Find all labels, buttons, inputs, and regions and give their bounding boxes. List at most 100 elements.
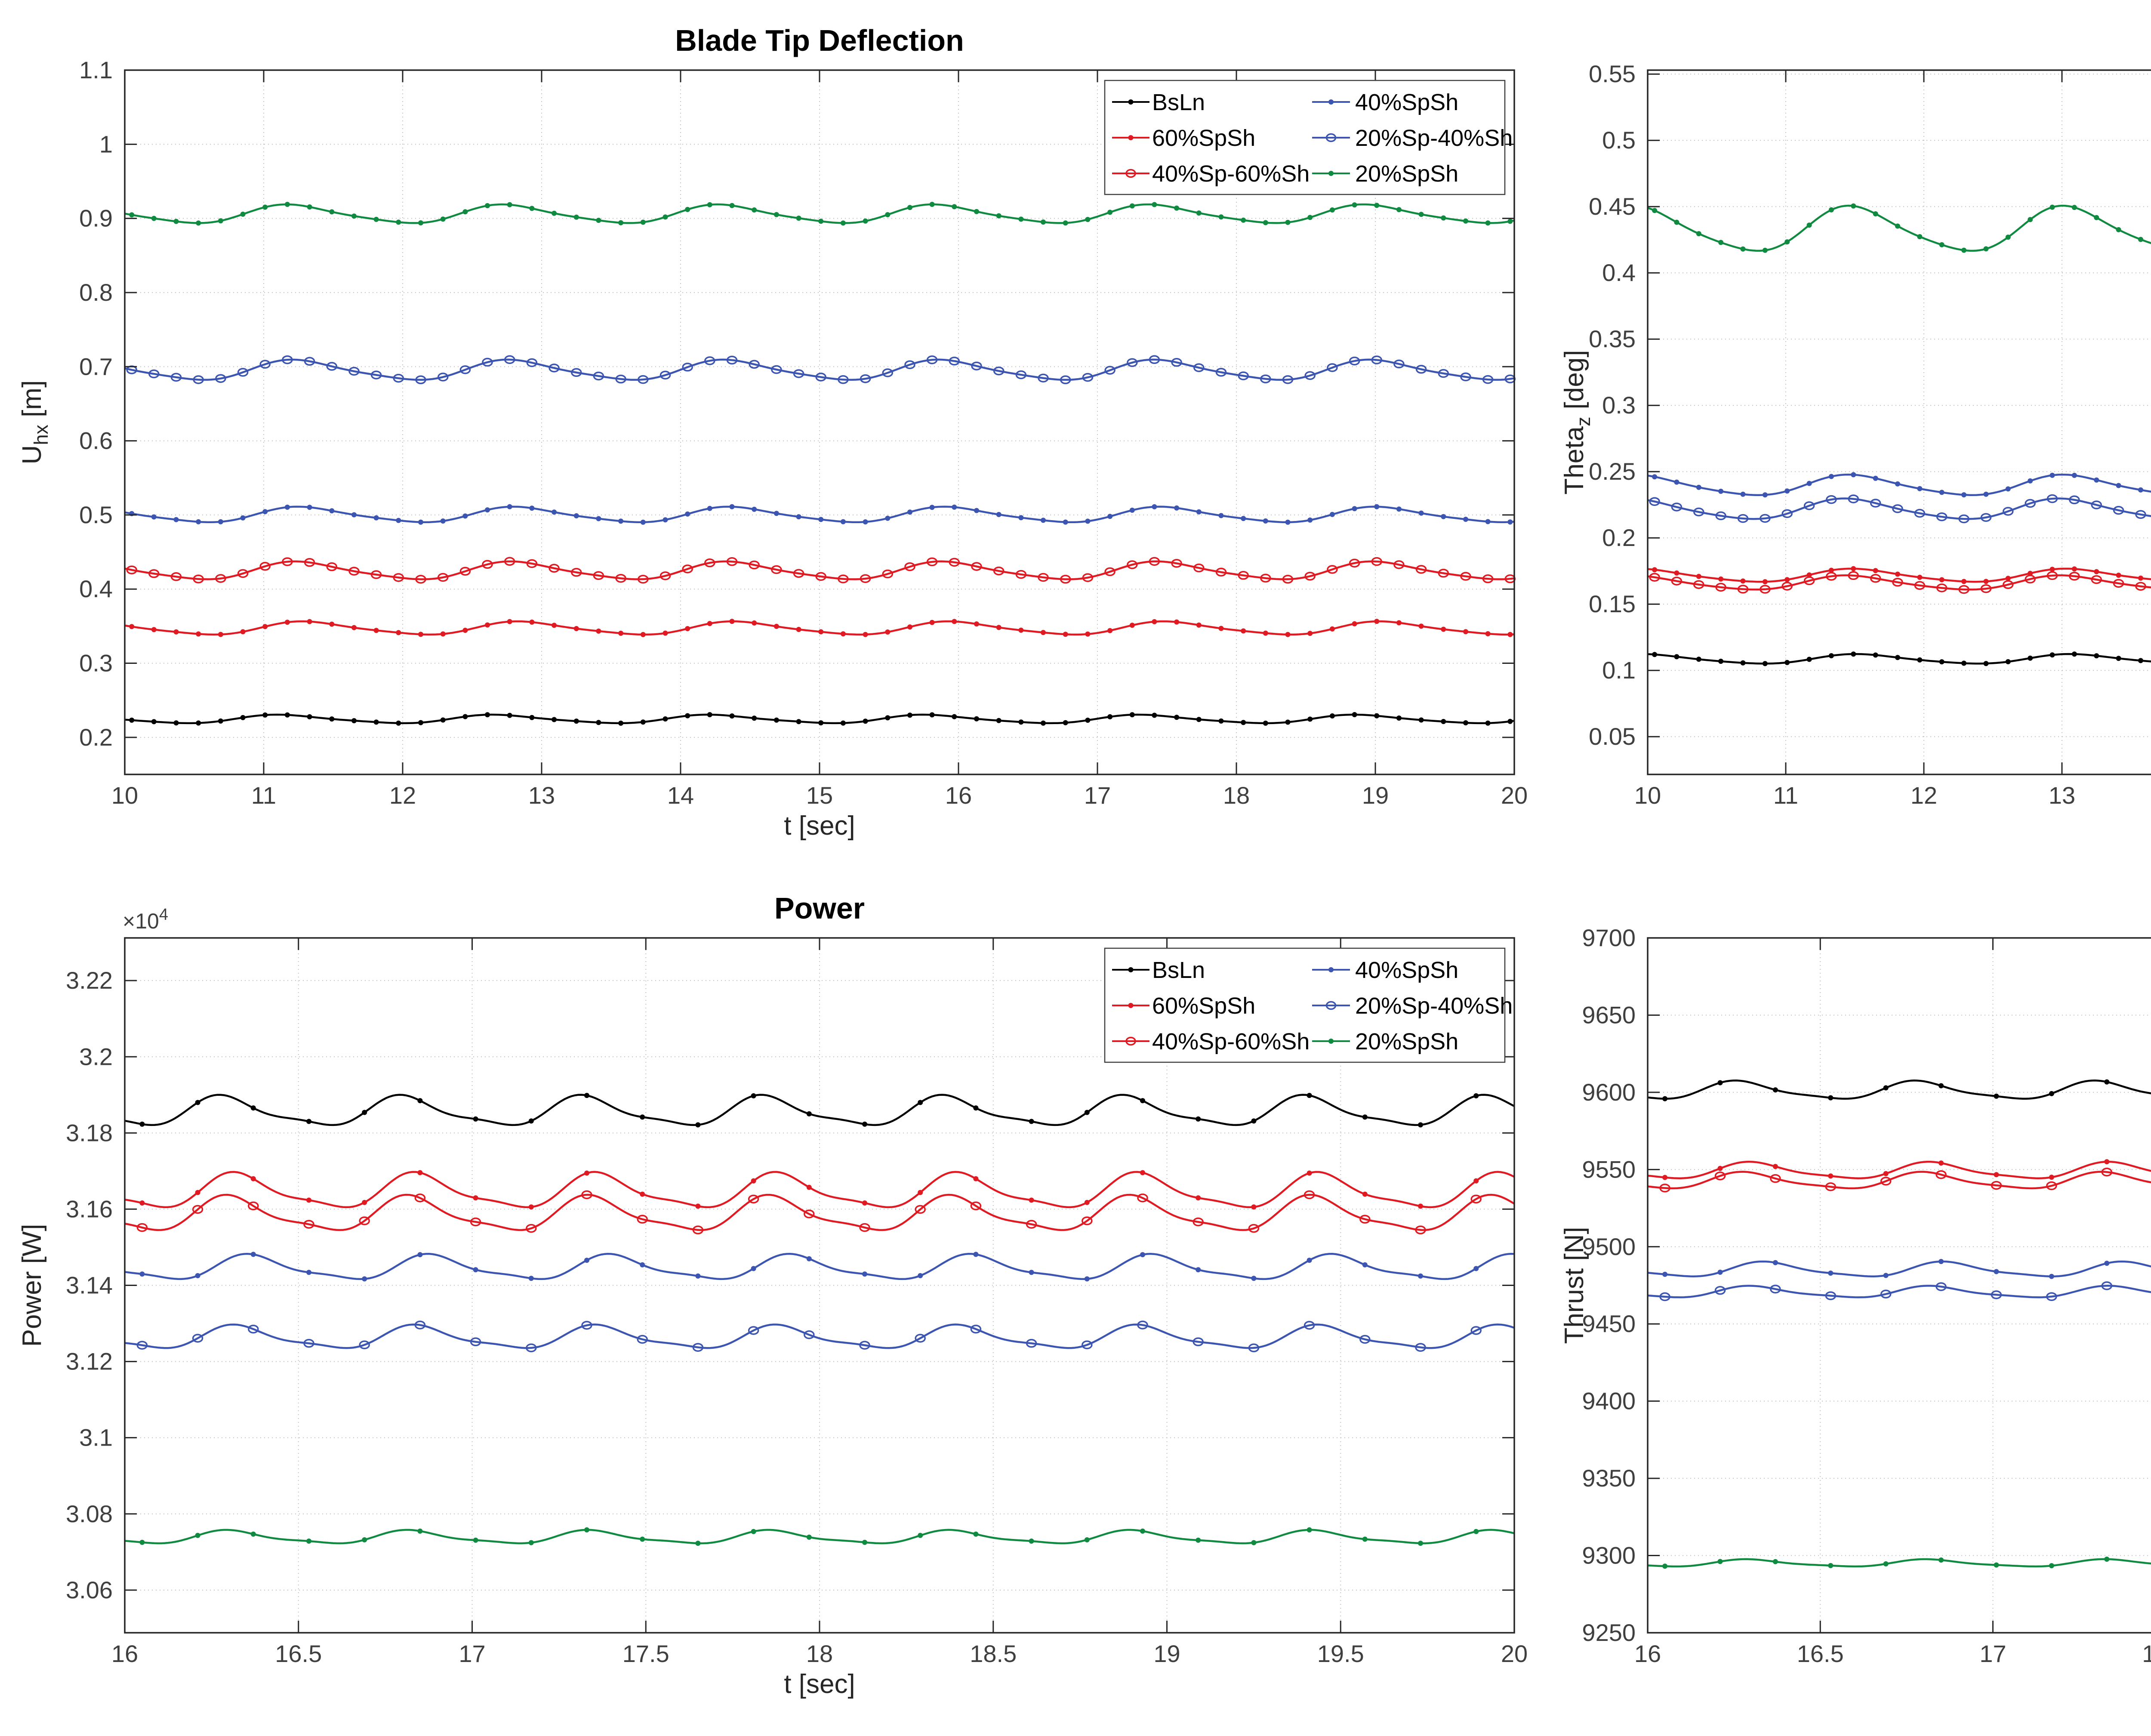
- dot-marker: [240, 211, 246, 217]
- y-tick-label: 9400: [1582, 1388, 1636, 1415]
- circle-marker: [1825, 1291, 1837, 1300]
- dot-marker: [1883, 1273, 1889, 1278]
- y-axis-label-blade-tip-deflection: Uhx [m]: [17, 380, 52, 465]
- dot-marker: [2005, 486, 2011, 492]
- dot-marker: [1174, 619, 1180, 625]
- dot-marker: [929, 620, 935, 625]
- legend-label: 40%Sp-60%Sh: [1152, 1029, 1310, 1055]
- circle-marker: [393, 573, 404, 582]
- dot-marker: [240, 515, 246, 521]
- dot-marker: [1441, 215, 1446, 221]
- circle-marker: [136, 1223, 148, 1232]
- dot-marker: [1418, 1122, 1423, 1128]
- series-40-sp-60-sh: [1647, 571, 2151, 594]
- x-tick-label: 14: [667, 782, 694, 809]
- circle-marker: [148, 369, 160, 379]
- dot-marker: [139, 1271, 145, 1277]
- dot-marker: [440, 216, 446, 222]
- dot-marker: [618, 518, 624, 524]
- dot-marker: [1662, 1271, 1668, 1277]
- x-tick-label: 16: [945, 782, 972, 809]
- circle-marker: [1171, 358, 1182, 367]
- circle-marker: [637, 1215, 648, 1224]
- legend-label: BsLn: [1152, 957, 1205, 983]
- circle-marker: [1914, 509, 1926, 518]
- series-bsln: [124, 1093, 1515, 1128]
- dot-marker: [218, 519, 223, 524]
- circle-marker: [1082, 1216, 1093, 1225]
- y-tick-label: 9650: [1582, 1001, 1636, 1028]
- dot-marker: [2071, 205, 2077, 210]
- dot-marker: [1241, 720, 1246, 725]
- dot-marker: [863, 519, 868, 524]
- series-40-sp-60-sh-markers: [1649, 571, 2146, 594]
- dot-marker: [1851, 472, 1856, 478]
- tick-marks-power: [124, 938, 1515, 1633]
- dot-marker: [196, 631, 201, 637]
- circle-marker: [482, 358, 493, 367]
- dot-marker: [1983, 661, 1989, 666]
- series-60-spsh-line: [1647, 1160, 2151, 1179]
- circle-marker: [215, 374, 226, 383]
- dot-marker: [528, 1540, 534, 1545]
- circle-marker: [1104, 567, 1116, 577]
- dot-marker: [2049, 652, 2055, 658]
- series-bsln-markers: [129, 712, 1513, 726]
- circle-marker: [637, 1335, 648, 1344]
- circle-marker: [2046, 1181, 2057, 1190]
- dot-marker: [1983, 491, 1989, 497]
- dot-marker: [1352, 621, 1357, 626]
- dot-marker: [2071, 472, 2077, 478]
- dot-marker: [695, 1203, 701, 1209]
- series-20-sp-40-sh: [124, 355, 1516, 385]
- dot-marker: [707, 202, 712, 207]
- dot-marker: [1041, 518, 1046, 523]
- circle-marker: [949, 558, 960, 567]
- dot-marker: [640, 1262, 645, 1267]
- dot-marker: [573, 513, 579, 518]
- circle-marker: [749, 360, 760, 369]
- dot-marker: [151, 719, 157, 725]
- dot-marker: [640, 1191, 645, 1197]
- circle-marker: [726, 557, 738, 566]
- dot-marker: [1140, 1170, 1145, 1175]
- series-40-sp-60-sh-line: [1647, 574, 2151, 591]
- series-60-spsh-markers: [139, 1170, 1479, 1210]
- dot-marker: [640, 719, 646, 725]
- dot-marker: [218, 632, 223, 637]
- dot-marker: [1362, 1191, 1368, 1197]
- dot-marker: [218, 218, 223, 224]
- circle-marker: [1359, 1335, 1371, 1344]
- circle-marker: [682, 363, 693, 372]
- y-tick-label: 3.2: [79, 1043, 113, 1070]
- dot-marker: [1107, 628, 1113, 633]
- series-20-sp-40-sh-line: [1647, 497, 2151, 520]
- circle-marker: [1737, 585, 1749, 594]
- series-60-spsh: [1647, 1159, 2151, 1180]
- circle-marker: [593, 571, 604, 580]
- dot-marker: [729, 619, 735, 624]
- circle-marker: [193, 574, 204, 584]
- dot-marker: [195, 1190, 200, 1195]
- dot-marker: [1041, 219, 1046, 225]
- circle-marker: [259, 360, 271, 369]
- dot-marker: [584, 1170, 589, 1176]
- dot-marker: [1463, 218, 1468, 224]
- dot-marker: [1196, 1195, 1201, 1201]
- circle-marker: [148, 569, 160, 578]
- circle-marker: [1038, 573, 1049, 582]
- y-tick-label: 3.16: [66, 1195, 113, 1222]
- dot-marker: [1396, 715, 1402, 721]
- legend-dot-marker: [1128, 135, 1134, 140]
- dot-marker: [2049, 1273, 2054, 1279]
- circle-marker: [838, 375, 849, 384]
- dot-marker: [1938, 1259, 1944, 1264]
- dot-marker: [996, 213, 1002, 219]
- dot-marker: [1418, 1203, 1423, 1209]
- dot-marker: [1140, 1252, 1145, 1258]
- circle-marker: [915, 1334, 926, 1343]
- dot-marker: [1251, 1540, 1257, 1545]
- dot-marker: [1994, 1093, 1999, 1099]
- dot-marker: [640, 1536, 645, 1542]
- dot-marker: [1463, 629, 1468, 635]
